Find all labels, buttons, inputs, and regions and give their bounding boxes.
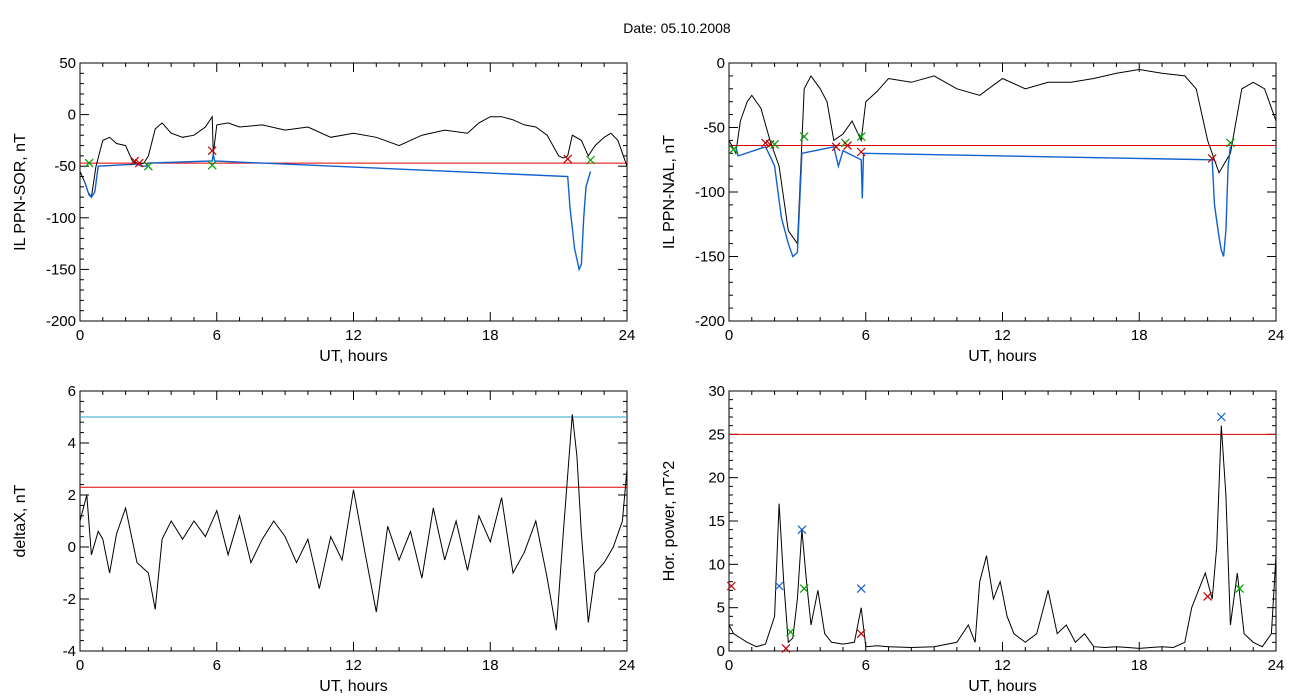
x-tick-label: 6	[213, 657, 221, 674]
y-axis-label: Hor. power, nT^2	[661, 461, 678, 582]
series-line-1	[728, 425, 1277, 649]
x-tick-label: 24	[1268, 327, 1285, 344]
y-tick-label: 0	[717, 643, 725, 660]
x-axis-label: UT, hours	[968, 678, 1036, 695]
x-tick-label: 12	[345, 327, 362, 344]
y-tick-label: -50	[54, 158, 76, 175]
y-axis-label: IL PPN-SOR, nT	[12, 133, 29, 251]
chart-panel-1: 0 6 12 18 24 50 0 -50 -100 -150 -200 UT, hours IL PP…	[12, 55, 635, 365]
x-tick-label: 12	[345, 657, 362, 674]
marker-x	[586, 155, 595, 165]
marker-x	[207, 160, 217, 170]
plot-frame	[79, 390, 628, 652]
y-tick-label: 0	[68, 539, 76, 556]
x-axis-label: UT, hours	[968, 348, 1036, 365]
x-tick-label: 24	[619, 657, 636, 674]
x-tick-label: 6	[862, 657, 870, 674]
marker-x	[786, 627, 795, 637]
marker-x	[843, 141, 852, 150]
marker-x	[770, 139, 780, 149]
y-tick-label: -100	[46, 210, 76, 227]
y-tick-label: -200	[46, 313, 76, 330]
chart-panel-2: 0 6 12 18 24 0 -50 -100 -150 -200 UT, hours IL PPN-…	[661, 55, 1284, 365]
date-title: Date: 05.10.2008	[623, 20, 731, 36]
y-tick-label: 6	[68, 383, 76, 400]
x-axis-label: UT, hours	[319, 678, 387, 695]
marker-x	[1225, 138, 1235, 148]
y-tick-label: 15	[708, 513, 725, 530]
y-axis-label: IL PPN-NAL, nT	[661, 135, 678, 249]
x-tick-label: 0	[725, 657, 733, 674]
y-tick-label: 20	[708, 470, 725, 487]
marker-x	[130, 156, 140, 166]
plot-frame	[79, 62, 628, 322]
y-tick-label: 4	[68, 435, 76, 452]
plot-frame	[728, 390, 1277, 652]
marker-x	[207, 146, 217, 156]
y-tick-label: -50	[703, 120, 725, 137]
marker-x	[1203, 591, 1213, 601]
marker-x	[134, 158, 144, 168]
y-tick-label: -4	[63, 643, 76, 660]
marker-x	[856, 584, 866, 594]
x-tick-label: 0	[725, 327, 733, 344]
series-line-1	[79, 115, 628, 199]
x-tick-label: 6	[862, 327, 870, 344]
y-tick-label: -150	[46, 261, 76, 278]
chart-panel-4: 0 6 12 18 24 30 25 20 15 10 5 0 UT, hours Hor. power,…	[661, 383, 1284, 695]
y-tick-label: 25	[708, 426, 725, 443]
y-tick-label: 2	[68, 487, 76, 504]
series-line-2	[735, 145, 1232, 258]
x-tick-label: 6	[213, 327, 221, 344]
marker-x	[143, 161, 153, 171]
marker-x	[729, 145, 738, 154]
y-tick-label: 10	[708, 556, 725, 573]
x-tick-label: 12	[994, 657, 1011, 674]
marker-x	[799, 584, 809, 594]
series-line-1	[79, 414, 628, 631]
series-line-1	[728, 68, 1277, 246]
marker-x	[831, 142, 841, 152]
marker-x	[563, 154, 573, 164]
y-tick-label: 50	[59, 55, 76, 72]
x-tick-label: 24	[1268, 657, 1285, 674]
y-tick-label: 30	[708, 383, 725, 400]
y-tick-label: -2	[63, 591, 76, 608]
marker-x	[1235, 584, 1244, 594]
x-tick-label: 18	[482, 327, 499, 344]
x-tick-label: 18	[1131, 657, 1148, 674]
plot-frame	[728, 62, 1277, 322]
marker-x	[856, 147, 866, 157]
marker-x	[84, 158, 94, 168]
y-axis-label: deltaX, nT	[12, 484, 29, 557]
marker-x	[1216, 412, 1226, 422]
x-tick-label: 18	[482, 657, 499, 674]
chart-panel-3: 0 6 12 18 24 6 4 2 0 -2 -4 UT, hours deltaX, nT	[12, 383, 635, 695]
x-tick-label: 0	[76, 327, 84, 344]
marker-x	[799, 132, 809, 141]
y-tick-label: 0	[68, 107, 76, 124]
y-tick-label: 0	[717, 55, 725, 72]
marker-x	[797, 525, 807, 535]
x-tick-label: 12	[994, 327, 1011, 344]
y-tick-label: -100	[695, 184, 725, 201]
x-tick-label: 0	[76, 657, 84, 674]
marker-x	[1207, 154, 1217, 163]
x-axis-label: UT, hours	[319, 348, 387, 365]
y-tick-label: -200	[695, 313, 725, 330]
x-tick-label: 24	[619, 327, 636, 344]
marker-x	[856, 629, 866, 639]
marker-x	[781, 643, 791, 653]
marker-x	[856, 132, 866, 141]
y-tick-label: -150	[695, 249, 725, 266]
x-tick-label: 18	[1131, 327, 1148, 344]
y-tick-label: 5	[717, 600, 725, 617]
series-line-2	[83, 153, 592, 272]
marker-x	[774, 581, 784, 591]
marker-x	[726, 581, 736, 591]
